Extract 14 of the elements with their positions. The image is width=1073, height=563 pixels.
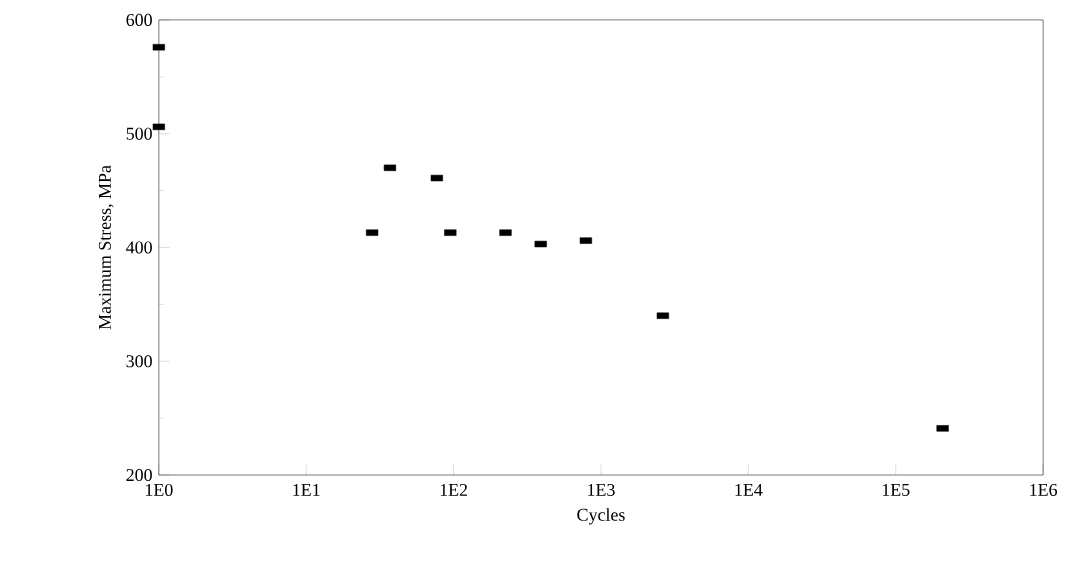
y-axis-title: Maximum Stress, MPa — [98, 165, 114, 330]
x-axis-title: Cycles — [577, 508, 625, 525]
x-tick-label: 1E0 — [145, 484, 173, 497]
x-tick-label: 1E5 — [882, 484, 910, 497]
y-tick-label: 600 — [126, 14, 152, 27]
x-tick-label: 1E3 — [588, 484, 615, 497]
y-tick-label: 400 — [126, 241, 152, 254]
y-tick-label: 300 — [126, 355, 152, 368]
x-tick-label: 1E6 — [1030, 484, 1058, 497]
y-tick-label: 200 — [126, 469, 152, 482]
x-tick-label: 1E1 — [293, 484, 320, 496]
y-tick-label: 500 — [126, 127, 152, 140]
x-tick-label: 1E2 — [440, 484, 468, 496]
x-tick-label: 1E4 — [735, 484, 763, 496]
